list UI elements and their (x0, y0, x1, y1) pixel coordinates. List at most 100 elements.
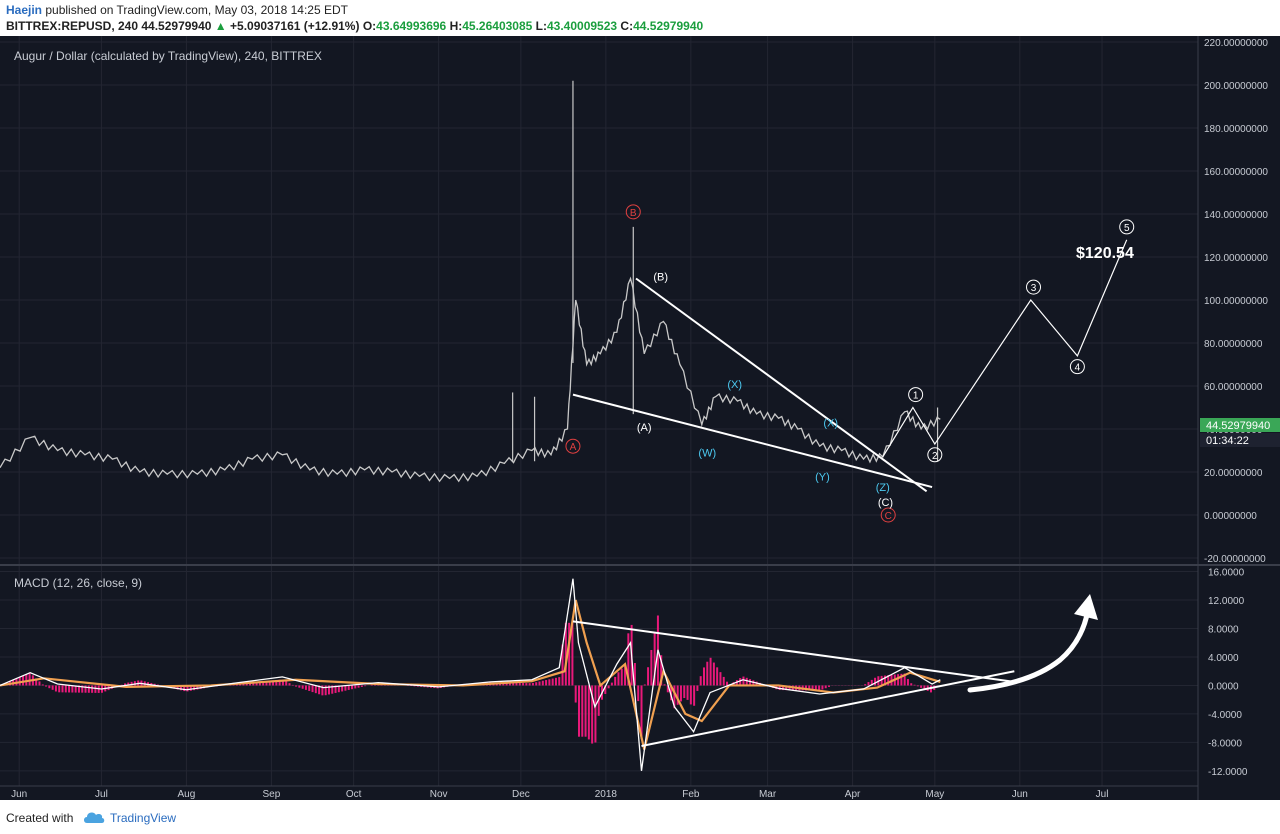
ohlc-open-value: 43.64993696 (376, 19, 447, 33)
price-axis-ticks: 220.00000000 200.00000000 180.00000000 160.… (1204, 38, 1268, 565)
wave-label: (C) (878, 497, 893, 509)
time-tick-label: Jul (1096, 789, 1109, 800)
time-tick-label: Jun (11, 789, 27, 800)
price-tick-label: 140.00000000 (1204, 210, 1268, 221)
forecast-path (882, 239, 1128, 458)
macd-signal-line (0, 599, 941, 750)
wave-label-circle (1069, 359, 1085, 375)
ohlc-open-label: O: (362, 19, 377, 33)
symbol-info: BITTREX:REPUSD, 240 44.52979940 (6, 19, 212, 33)
wave-annotations: A B C (A) (B) (C) (W) (X) (X) (Y) (Z) 1 2 3 4 5 (565, 204, 1135, 523)
wave-label: (X) (727, 379, 742, 391)
created-with-text: Created with (6, 811, 74, 825)
wave-label-circle (880, 507, 896, 523)
time-tick-label: 2018 (595, 789, 618, 800)
wave-label: 1 (913, 391, 919, 402)
price-tick-label: 0.00000000 (1204, 511, 1257, 522)
price-spikes (512, 80, 939, 462)
wave-label-circle (908, 387, 924, 403)
wave-label-circle (1026, 279, 1042, 295)
price-tick-label: -20.00000000 (1204, 554, 1266, 565)
symbol-line: BITTREX:REPUSD, 240 44.52979940 ▲ +5.090… (6, 19, 703, 33)
macd-pane-title: MACD (12, 26, close, 9) (14, 576, 142, 590)
wave-label: B (630, 208, 637, 219)
price-trendline (572, 393, 933, 489)
author-link[interactable]: Haejin (6, 3, 43, 17)
wave-label: 2 (932, 451, 938, 462)
ohlc-close-value: 44.52979940 (633, 19, 704, 33)
macd-tick-label: 16.0000 (1208, 568, 1245, 579)
price-tick-label: 20.00000000 (1204, 468, 1263, 479)
wave-label: (Y) (815, 471, 830, 483)
macd-trendline (641, 670, 1015, 747)
time-tick-label: Jun (1012, 789, 1028, 800)
ohlc-high-value: 45.26403085 (462, 19, 533, 33)
price-tick-label: 120.00000000 (1204, 253, 1268, 264)
grid-lines (0, 36, 1198, 786)
price-tick-label: 80.00000000 (1204, 339, 1263, 350)
time-tick-label: Dec (512, 789, 530, 800)
macd-tick-label: 12.0000 (1208, 596, 1245, 607)
macd-tick-label: 4.0000 (1208, 653, 1239, 664)
macd-tick-label: -12.0000 (1208, 767, 1248, 778)
macd-up-arrow-icon (967, 594, 1098, 693)
wave-label: (A) (637, 422, 652, 434)
wave-label: (Z) (876, 482, 890, 494)
tradingview-cloud-icon (84, 812, 105, 823)
wave-label: 5 (1124, 223, 1130, 234)
macd-axis-ticks: 16.0000 12.0000 8.0000 4.0000 0.0000 -4.0000 -… (1208, 568, 1248, 778)
ohlc-low-value: 43.40009523 (547, 19, 618, 33)
published-text: published on TradingView.com, May 03, 20… (45, 3, 348, 17)
wave-label: (B) (653, 271, 668, 283)
price-pane-title: Augur / Dollar (calculated by TradingVie… (14, 49, 322, 63)
time-axis-ticks: Jun Jul Aug Sep Oct Nov Dec 2018 Feb Mar Apr May Jun… (11, 789, 1108, 800)
ohlc-low-label: L: (535, 19, 547, 33)
price-tick-label: 100.00000000 (1204, 296, 1268, 307)
price-series (0, 276, 941, 483)
wave-label: 3 (1031, 283, 1037, 294)
time-tick-label: Oct (346, 789, 362, 800)
ohlc-close-label: C: (620, 19, 634, 33)
tradingview-brand[interactable]: TradingView (82, 808, 182, 828)
publish-line: Haejin published on TradingView.com, May… (6, 3, 348, 17)
brand-text: TradingView (110, 811, 177, 825)
current-price-value: 44.52979940 (1206, 420, 1270, 432)
macd-line (0, 578, 941, 771)
price-tick-label: 180.00000000 (1204, 124, 1268, 135)
wave-label: (X) (823, 418, 838, 430)
current-price-label: 44.52979940 01:34:22 (1200, 418, 1280, 447)
ohlc-high-label: H: (449, 19, 463, 33)
price-tick-label: 200.00000000 (1204, 81, 1268, 92)
wave-label: A (570, 442, 577, 453)
time-tick-label: Feb (682, 789, 700, 800)
price-target-label: $120.54 (1076, 245, 1134, 262)
time-tick-label: Aug (178, 789, 196, 800)
forecast-line (882, 239, 1128, 458)
macd-tick-label: -4.0000 (1208, 710, 1242, 721)
price-line (0, 276, 941, 483)
price-tick-label: 160.00000000 (1204, 167, 1268, 178)
chart-canvas[interactable]: Augur / Dollar (calculated by TradingVie… (0, 36, 1280, 800)
time-tick-label: Mar (759, 789, 777, 800)
macd-lines (0, 578, 941, 771)
wave-label-circle (927, 447, 943, 463)
macd-trendlines (572, 620, 1015, 747)
chart-area[interactable]: Augur / Dollar (calculated by TradingVie… (0, 36, 1280, 800)
macd-tick-label: 0.0000 (1208, 681, 1239, 692)
wave-label-circle (1119, 219, 1135, 235)
wave-label: C (885, 511, 892, 522)
time-tick-label: May (925, 789, 944, 800)
countdown-value: 01:34:22 (1206, 435, 1249, 447)
macd-trendline (572, 620, 1015, 683)
footer: Created with TradingView (0, 800, 1280, 834)
time-tick-label: Nov (430, 789, 448, 800)
time-tick-label: Sep (263, 789, 281, 800)
time-tick-label: Jul (95, 789, 108, 800)
wave-label-circle (565, 438, 581, 454)
price-tick-label: 60.00000000 (1204, 382, 1263, 393)
macd-tick-label: 8.0000 (1208, 625, 1239, 636)
wave-label: (W) (698, 448, 716, 460)
price-trendline (635, 277, 928, 493)
macd-tick-label: -8.0000 (1208, 738, 1242, 749)
wave-label-circle (625, 204, 641, 220)
